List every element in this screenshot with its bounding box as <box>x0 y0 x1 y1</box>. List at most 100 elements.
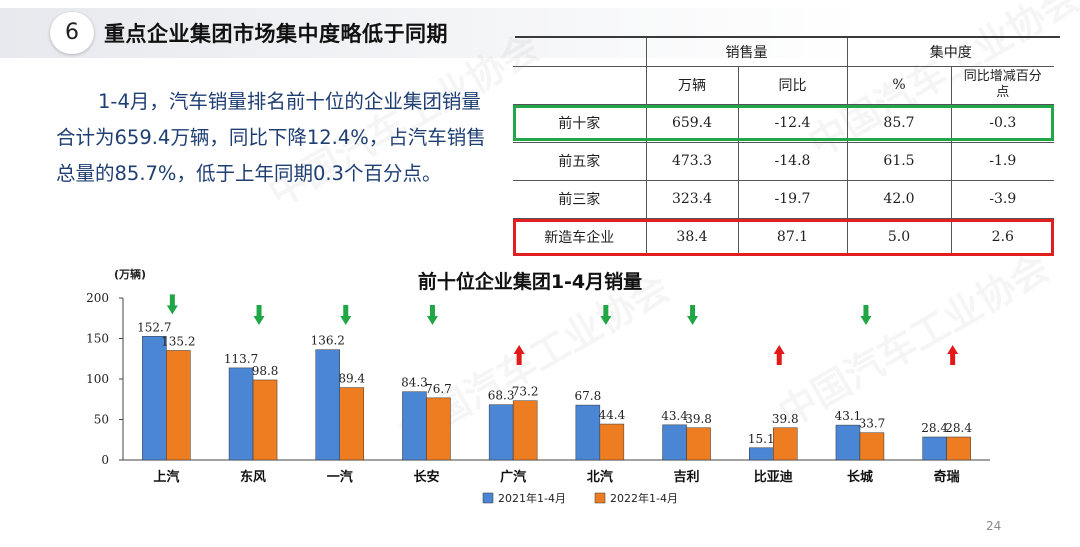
data-label: 136.2 <box>311 334 345 348</box>
summary-text: 1-4月，汽车销量排名前十位的企业集团销量合计为659.4万辆，同比下降12.4… <box>56 90 486 185</box>
table-sub-header: 同比 <box>737 65 848 105</box>
x-tick-label: 长安 <box>413 469 439 485</box>
data-label: 44.4 <box>598 408 625 422</box>
x-tick-label: 上汽 <box>153 469 179 485</box>
data-label: 28.4 <box>945 421 972 435</box>
data-label: 43.4 <box>661 409 688 423</box>
table-group-header: 销售量 <box>645 38 848 67</box>
y-tick-label: 0 <box>101 453 109 467</box>
y-tick-label: 100 <box>86 372 109 386</box>
data-label: 39.8 <box>685 412 712 426</box>
x-tick-label: 北汽 <box>587 469 613 485</box>
table-cell: 87.1 <box>737 217 848 256</box>
table-cell: 61.5 <box>846 141 952 181</box>
data-label: 152.7 <box>137 320 171 334</box>
trend-down-arrow-icon <box>166 294 178 315</box>
bar <box>512 400 538 461</box>
legend-label: 2022年1-4月 <box>610 491 678 505</box>
bar <box>228 367 254 461</box>
y-tick-label: 150 <box>86 332 109 346</box>
table-cell: 323.4 <box>645 179 739 219</box>
table-cell: 473.3 <box>645 141 739 181</box>
bar <box>142 336 167 461</box>
trend-up-arrow-icon <box>773 345 785 365</box>
data-label: 89.4 <box>338 372 365 386</box>
table-row: 新造车企业 38.4 87.1 5.0 2.6 <box>513 217 1054 256</box>
data-label: 98.8 <box>252 364 279 378</box>
bar <box>339 387 364 461</box>
bar <box>166 350 191 461</box>
table-cell: -19.7 <box>737 179 848 219</box>
trend-down-arrow-icon <box>600 305 612 325</box>
bar <box>773 427 798 461</box>
x-tick-label: 东风 <box>240 469 266 485</box>
table-row: 前十家 659.4 -12.4 85.7 -0.3 <box>513 103 1054 143</box>
data-label: 68.3 <box>488 389 515 403</box>
x-tick-label: 奇瑞 <box>934 469 960 485</box>
table-cell: -0.3 <box>950 103 1054 143</box>
data-label: 15.1 <box>748 432 775 446</box>
bar <box>252 379 278 461</box>
bar <box>402 391 427 461</box>
trend-down-arrow-icon <box>687 305 699 325</box>
bar <box>575 404 601 461</box>
table-row: 前三家 323.4 -19.7 42.0 -3.9 <box>513 179 1054 219</box>
bar <box>662 424 687 461</box>
table-cell: 2.6 <box>950 217 1054 256</box>
data-label: 28.4 <box>921 421 948 435</box>
trend-down-arrow-icon <box>426 305 438 325</box>
bar <box>488 404 514 461</box>
trend-down-arrow-icon <box>860 305 872 325</box>
bar <box>426 397 451 461</box>
slide-title: 重点企业集团市场集中度略低于同期 <box>104 22 448 46</box>
section-number-badge: 6 <box>50 12 94 54</box>
table-sub-header: % <box>846 65 952 105</box>
y-axis-label: (万辆) <box>114 267 146 281</box>
bar <box>599 423 625 461</box>
table-sub-header: 同比增减百分点 <box>950 65 1054 105</box>
x-tick-label: 广汽 <box>500 469 526 485</box>
table-cell: -1.9 <box>950 141 1054 181</box>
row-label: 新造车企业 <box>513 217 647 256</box>
table-cell: -3.9 <box>950 179 1054 219</box>
summary-paragraph: 1-4月，汽车销量排名前十位的企业集团销量合计为659.4万辆，同比下降12.4… <box>56 84 486 192</box>
bar <box>859 432 885 461</box>
data-label: 84.3 <box>401 376 428 390</box>
trend-down-arrow-icon <box>253 305 265 325</box>
trend-down-arrow-icon <box>340 305 352 325</box>
bar <box>749 447 774 461</box>
data-label: 43.1 <box>835 409 862 423</box>
y-tick-label: 50 <box>94 413 109 427</box>
table-cell: 85.7 <box>846 103 952 143</box>
table-cell: -14.8 <box>737 141 848 181</box>
trend-up-arrow-icon <box>947 345 959 365</box>
x-tick-label: 长城 <box>847 469 873 485</box>
highlight-box-new-makers <box>513 219 1054 256</box>
page-number: 24 <box>986 519 1002 533</box>
bar <box>835 424 861 461</box>
x-tick-label: 一汽 <box>327 469 353 485</box>
data-label: 76.7 <box>425 382 452 396</box>
table-cell: 659.4 <box>645 103 739 143</box>
y-tick-label: 200 <box>86 291 109 305</box>
data-label: 33.7 <box>859 417 886 431</box>
table-row: 前五家 473.3 -14.8 61.5 -1.9 <box>513 141 1054 181</box>
bar <box>315 349 340 461</box>
legend-swatch <box>482 492 494 504</box>
data-label: 67.8 <box>574 389 601 403</box>
table-sub-header: 万辆 <box>645 65 739 105</box>
row-label: 前三家 <box>513 179 647 219</box>
data-label: 39.8 <box>772 412 799 426</box>
row-label: 前五家 <box>513 141 647 181</box>
x-tick-label: 比亚迪 <box>754 469 793 485</box>
table-corner <box>513 65 647 105</box>
legend-swatch <box>594 492 606 504</box>
legend-label: 2021年1-4月 <box>498 491 566 505</box>
bar <box>686 427 711 461</box>
highlight-box-top10 <box>513 105 1054 141</box>
data-label: 73.2 <box>512 385 539 399</box>
data-label: 113.7 <box>224 352 258 366</box>
data-label: 135.2 <box>161 334 195 348</box>
table-cell: 42.0 <box>846 179 952 219</box>
table-corner <box>513 38 647 67</box>
